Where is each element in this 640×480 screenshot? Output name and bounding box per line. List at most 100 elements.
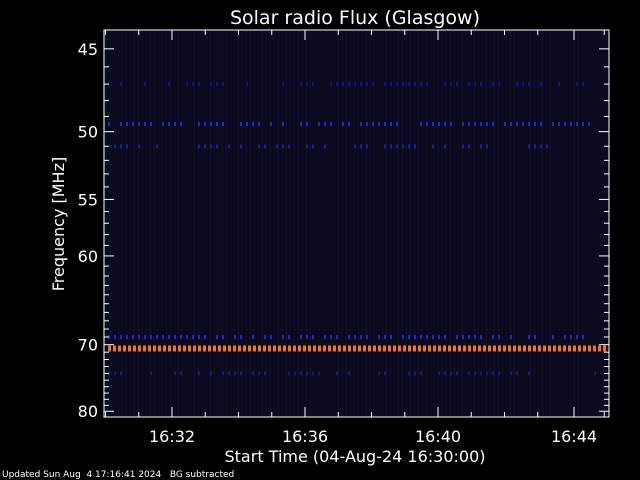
emission-band-mark xyxy=(546,144,548,149)
emission-band-mark xyxy=(378,345,381,352)
emission-band-mark xyxy=(308,345,311,352)
emission-band-mark xyxy=(306,82,308,87)
emission-band-mark xyxy=(348,335,350,339)
emission-band-mark xyxy=(222,371,224,376)
emission-band-mark xyxy=(144,335,146,339)
footer: Updated Sun Aug 4 17:16:41 2024 BG subtr… xyxy=(2,470,234,480)
emission-band-mark xyxy=(522,122,524,127)
emission-band-mark xyxy=(408,82,410,87)
background-streak xyxy=(502,31,503,416)
emission-band-mark xyxy=(396,82,398,87)
emission-band-mark xyxy=(252,335,254,339)
background-streak xyxy=(506,31,507,416)
emission-band-mark xyxy=(348,345,351,352)
emission-band-mark xyxy=(438,335,440,339)
background-streak xyxy=(434,31,435,416)
emission-band-mark xyxy=(516,82,518,87)
background-streak xyxy=(294,31,295,416)
y-axis-label-main: Frequency xyxy=(49,203,68,291)
emission-band-mark xyxy=(456,371,458,376)
background-streak xyxy=(474,31,475,416)
background-streak xyxy=(154,31,155,416)
background-streak xyxy=(362,31,363,416)
emission-band-mark xyxy=(558,82,560,87)
emission-band-mark xyxy=(192,335,194,339)
emission-band-mark xyxy=(372,122,374,127)
emission-band-mark xyxy=(348,122,350,127)
emission-band-mark xyxy=(540,122,542,127)
emission-band-mark xyxy=(564,122,566,127)
background-streak xyxy=(430,31,431,416)
background-streak xyxy=(350,31,351,416)
emission-band-mark xyxy=(144,122,146,127)
emission-band-mark xyxy=(258,371,260,376)
emission-band-mark xyxy=(162,335,164,339)
emission-band-mark xyxy=(570,122,572,127)
emission-band-mark xyxy=(553,345,556,352)
emission-band-mark xyxy=(576,122,578,127)
emission-band-mark xyxy=(403,345,406,352)
background-streak xyxy=(422,31,423,416)
background-streak xyxy=(542,31,543,416)
emission-band-mark xyxy=(552,122,554,127)
emission-band-mark xyxy=(258,122,260,127)
emission-band-mark xyxy=(492,82,494,87)
emission-band-mark xyxy=(428,345,431,352)
emission-band-mark xyxy=(330,82,332,87)
emission-band-mark xyxy=(180,335,182,339)
emission-band-mark xyxy=(156,335,158,339)
emission-band-mark xyxy=(126,335,128,339)
emission-band-mark xyxy=(342,122,344,127)
background-streak xyxy=(134,31,135,416)
emission-band-mark xyxy=(312,371,314,376)
emission-band-mark xyxy=(593,345,596,352)
emission-band-mark xyxy=(210,82,212,87)
background-streak xyxy=(374,31,375,416)
emission-band-mark xyxy=(123,345,126,352)
emission-band-mark xyxy=(384,335,386,339)
emission-band-mark xyxy=(132,122,134,127)
background-streak xyxy=(306,31,307,416)
background-streak xyxy=(250,31,251,416)
emission-band-mark xyxy=(330,335,332,339)
emission-band-mark xyxy=(582,335,584,339)
emission-band-mark xyxy=(360,144,362,149)
background-streak xyxy=(234,31,235,416)
emission-band-mark xyxy=(426,82,428,87)
footer-updated: Updated Sun Aug 4 17:16:41 2024 xyxy=(2,470,162,480)
emission-band-mark xyxy=(282,144,284,149)
emission-band-mark xyxy=(360,82,362,87)
emission-band-mark xyxy=(552,335,554,339)
background-streak xyxy=(238,31,239,416)
emission-band-mark xyxy=(216,122,218,127)
emission-band-mark xyxy=(108,345,111,352)
emission-band-mark xyxy=(192,82,194,87)
emission-band-mark xyxy=(120,335,122,339)
emission-band-mark xyxy=(288,144,290,149)
background-streak xyxy=(114,31,115,416)
emission-band-mark xyxy=(366,335,368,339)
emission-band-mark xyxy=(328,345,331,352)
y-axis: 45 50 55 60 70 80 xyxy=(78,40,609,421)
background-streak xyxy=(314,31,315,416)
emission-band-mark xyxy=(402,82,404,87)
background-streak xyxy=(554,31,555,416)
emission-band-mark xyxy=(174,335,176,339)
x-axis: 16:32 16:36 16:40 16:44 xyxy=(105,30,605,446)
emission-band-mark xyxy=(438,345,441,352)
background-streak xyxy=(194,31,195,416)
emission-band-mark xyxy=(198,335,200,339)
background-streak xyxy=(346,31,347,416)
background-streak xyxy=(174,31,175,416)
emission-band-mark xyxy=(208,345,211,352)
emission-band-mark xyxy=(218,345,221,352)
emission-band-mark xyxy=(478,345,481,352)
emission-band-mark xyxy=(138,345,141,352)
emission-band-mark xyxy=(414,335,416,339)
emission-band-mark xyxy=(540,144,542,149)
emission-band-mark xyxy=(240,371,242,376)
emission-band-mark xyxy=(402,144,404,149)
emission-band-mark xyxy=(486,122,488,127)
emission-band-mark xyxy=(312,144,314,149)
emission-band-mark xyxy=(418,345,421,352)
